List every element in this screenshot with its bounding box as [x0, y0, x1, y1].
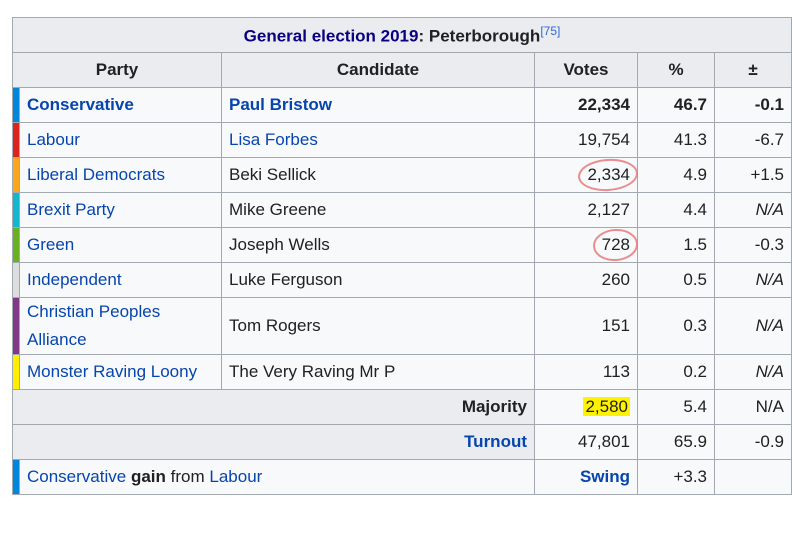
change-cell: -0.3	[714, 227, 792, 263]
change-cell: -6.7	[714, 122, 792, 158]
candidate-name: The Very Raving Mr P	[221, 354, 535, 390]
table-row: Liberal Democrats Beki Sellick 2,334 4.9…	[12, 157, 792, 193]
turnout-link[interactable]: Turnout	[12, 424, 535, 460]
turnout-change: -0.9	[714, 424, 792, 460]
change-cell: N/A	[714, 192, 792, 228]
majority-row: Majority 2,580 5.4 N/A	[12, 389, 792, 425]
empty-cell	[714, 459, 792, 495]
from-text: from	[170, 467, 205, 486]
candidate-name: Luke Ferguson	[221, 262, 535, 298]
party-color-swatch	[12, 354, 20, 390]
votes-cell: 151	[534, 297, 638, 355]
percent-cell: 1.5	[637, 227, 715, 263]
party-link[interactable]: Green	[19, 227, 222, 263]
header-percent: %	[637, 52, 715, 88]
votes-cell: 113	[534, 354, 638, 390]
table-row: Christian Peoples Alliance Tom Rogers 15…	[12, 297, 792, 355]
majority-percent: 5.4	[637, 389, 715, 425]
candidate-link[interactable]: Paul Bristow	[221, 87, 535, 123]
majority-change: N/A	[714, 389, 792, 425]
gain-text: gain	[130, 467, 166, 486]
winner-party-link[interactable]: Conservative	[27, 467, 127, 486]
change-cell: N/A	[714, 297, 792, 355]
party-color-swatch	[12, 122, 20, 158]
candidate-name: Mike Greene	[221, 192, 535, 228]
votes-cell: 19,754	[534, 122, 638, 158]
percent-cell: 46.7	[637, 87, 715, 123]
party-link[interactable]: Conservative	[19, 87, 222, 123]
turnout-percent: 65.9	[637, 424, 715, 460]
party-link[interactable]: Christian Peoples Alliance	[19, 297, 222, 355]
header-change: ±	[714, 52, 792, 88]
percent-cell: 41.3	[637, 122, 715, 158]
swing-value: +3.3	[637, 459, 715, 495]
party-link[interactable]: Labour	[19, 122, 222, 158]
table-row: Monster Raving Loony The Very Raving Mr …	[12, 354, 792, 390]
party-color-swatch	[12, 459, 20, 495]
election-results-table: General election 2019: Peterborough[75] …	[12, 17, 792, 495]
header-candidate: Candidate	[221, 52, 535, 88]
table-row: Labour Lisa Forbes 19,754 41.3 -6.7	[12, 122, 792, 158]
majority-votes: 2,580	[534, 389, 638, 425]
header-party: Party	[12, 52, 222, 88]
votes-cell: 728	[534, 227, 638, 263]
change-cell: N/A	[714, 354, 792, 390]
change-cell: N/A	[714, 262, 792, 298]
percent-cell: 0.3	[637, 297, 715, 355]
candidate-name: Tom Rogers	[221, 297, 535, 355]
table-row: Independent Luke Ferguson 260 0.5 N/A	[12, 262, 792, 298]
majority-label: Majority	[12, 389, 535, 425]
party-color-swatch	[12, 157, 20, 193]
votes-cell: 22,334	[534, 87, 638, 123]
votes-cell: 2,334	[534, 157, 638, 193]
party-link[interactable]: Independent	[19, 262, 222, 298]
candidate-link[interactable]: Lisa Forbes	[221, 122, 535, 158]
percent-cell: 4.9	[637, 157, 715, 193]
candidate-name: Joseph Wells	[221, 227, 535, 263]
party-color-swatch	[12, 297, 20, 355]
votes-cell: 260	[534, 262, 638, 298]
constituency-name: : Peterborough	[418, 26, 541, 46]
loser-party-link[interactable]: Labour	[209, 467, 263, 486]
header-votes: Votes	[534, 52, 638, 88]
result-row: Conservative gain from Labour Swing +3.3	[12, 459, 792, 495]
table-caption: General election 2019: Peterborough[75]	[12, 17, 792, 53]
circled-annotation: 728	[601, 235, 630, 254]
turnout-votes: 47,801	[534, 424, 638, 460]
party-link[interactable]: Monster Raving Loony	[19, 354, 222, 390]
candidate-name: Beki Sellick	[221, 157, 535, 193]
votes-cell: 2,127	[534, 192, 638, 228]
election-link[interactable]: General election 2019	[243, 26, 419, 46]
change-cell: -0.1	[714, 87, 792, 123]
party-link[interactable]: Liberal Democrats	[19, 157, 222, 193]
table-row: Green Joseph Wells 728 1.5 -0.3	[12, 227, 792, 263]
party-link[interactable]: Brexit Party	[19, 192, 222, 228]
swing-link[interactable]: Swing	[534, 459, 638, 495]
change-cell: +1.5	[714, 157, 792, 193]
highlighted-annotation: 2,580	[583, 397, 630, 416]
percent-cell: 4.4	[637, 192, 715, 228]
percent-cell: 0.2	[637, 354, 715, 390]
reference-link[interactable]: [75]	[540, 23, 561, 38]
party-color-swatch	[12, 192, 20, 228]
percent-cell: 0.5	[637, 262, 715, 298]
turnout-row: Turnout 47,801 65.9 -0.9	[12, 424, 792, 460]
table-row: Brexit Party Mike Greene 2,127 4.4 N/A	[12, 192, 792, 228]
circled-annotation: 2,334	[587, 165, 630, 184]
party-color-swatch	[12, 262, 20, 298]
party-color-swatch	[12, 87, 20, 123]
header-row: Party Candidate Votes % ±	[12, 52, 792, 88]
result-summary: Conservative gain from Labour	[19, 459, 535, 495]
party-color-swatch	[12, 227, 20, 263]
table-row: Conservative Paul Bristow 22,334 46.7 -0…	[12, 87, 792, 123]
